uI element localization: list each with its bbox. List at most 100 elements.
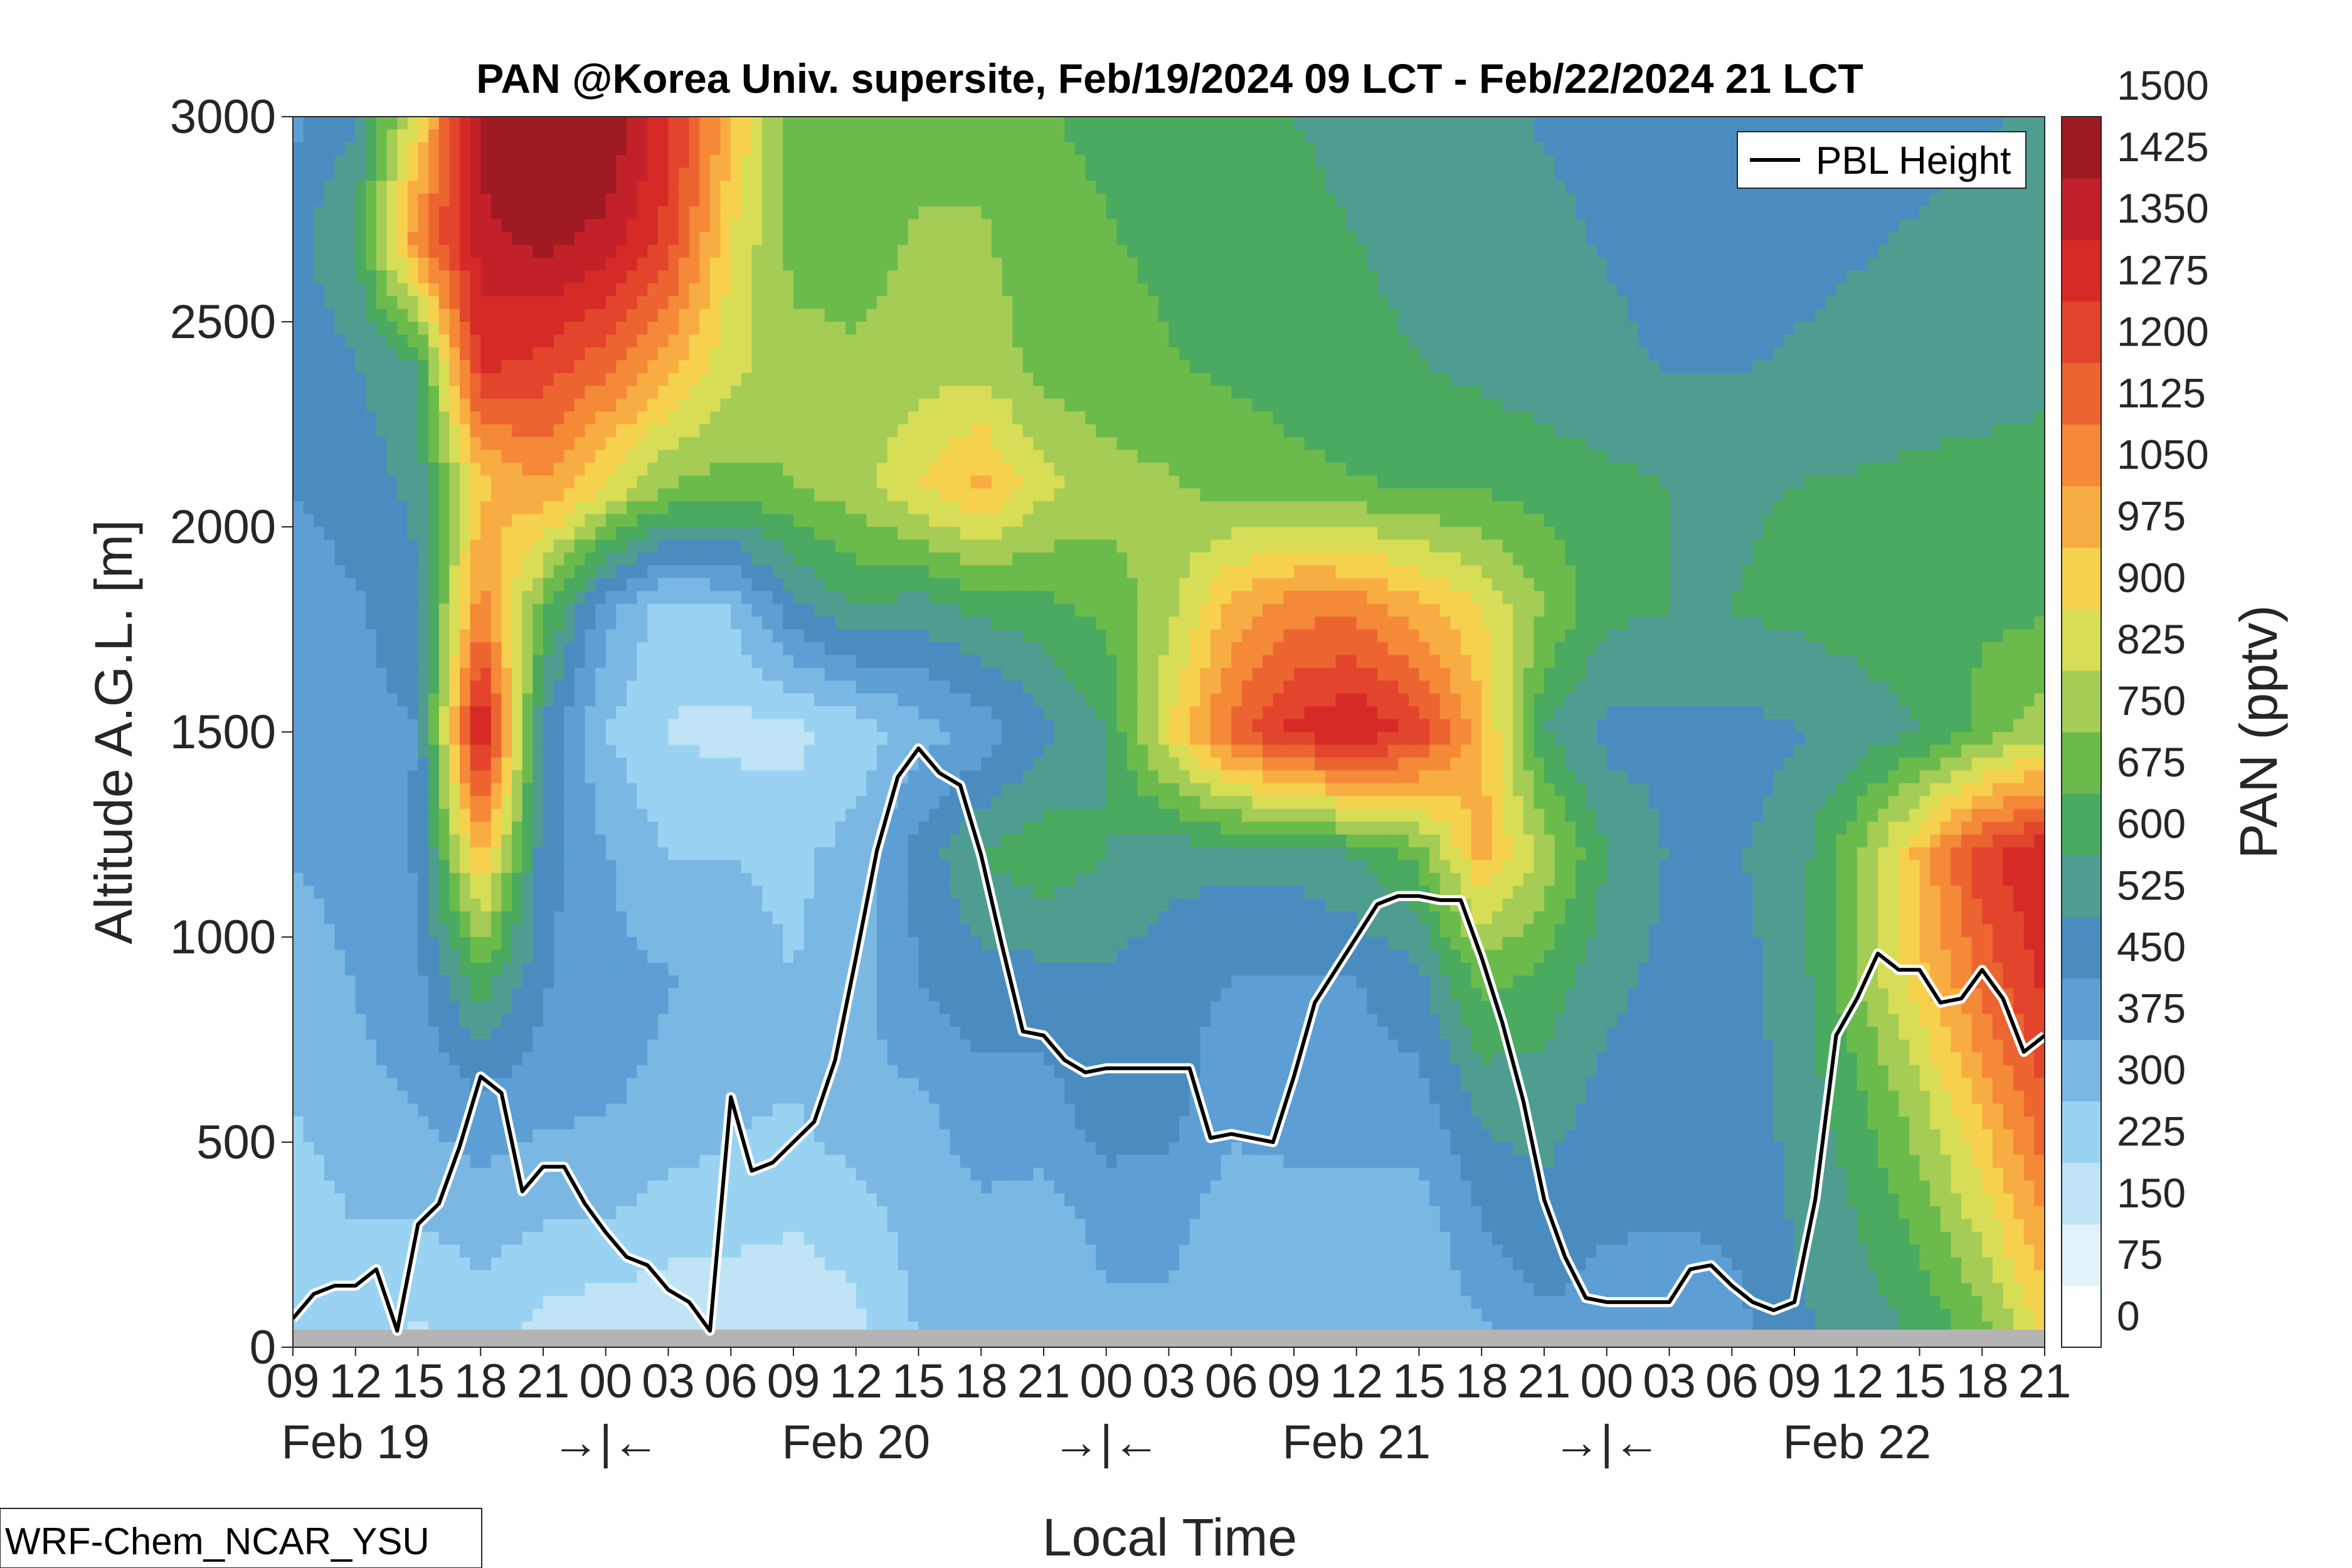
field-cell [1127,462,1138,477]
field-cell [1022,360,1034,374]
field-cell [376,117,388,130]
field-cell [1773,475,1785,489]
field-cell [1096,117,1107,130]
field-cell [1909,257,1920,272]
field-cell [397,257,408,272]
field-cell [1325,142,1337,156]
field-cell [564,167,575,181]
field-cell [428,322,440,336]
field-cell [1189,347,1201,361]
field-cell [845,347,857,361]
field-cell [1096,181,1107,194]
field-cell [1044,475,1055,489]
field-cell [1252,181,1263,194]
field-cell [1315,257,1326,272]
field-cell [1575,411,1587,425]
field-cell [564,257,575,272]
field-cell [490,231,502,246]
field-cell [877,334,888,348]
field-cell [1481,283,1493,297]
field-cell [1439,206,1451,220]
field-cell [1544,347,1555,361]
field-cell [751,181,763,194]
field-cell [1064,398,1076,412]
field-cell [657,437,669,451]
field-cell [1888,424,1900,438]
field-cell [1439,167,1451,181]
field-cell [1283,155,1295,169]
field-cell [1429,424,1441,438]
field-cell [1784,398,1795,412]
field-cell [1982,309,1993,322]
field-cell [1221,373,1232,386]
field-cell [668,231,679,246]
field-cell [345,270,356,284]
field-cell [1575,386,1587,400]
field-cell [553,283,565,297]
field-cell [480,347,492,361]
field-cell [490,283,502,297]
field-cell [1210,167,1222,181]
field-cell [1241,360,1253,374]
field-cell [1742,347,1754,361]
field-cell [762,360,773,374]
field-cell [1189,270,1201,284]
field-cell [814,155,825,169]
field-cell [1596,309,1608,322]
field-cell [1544,386,1555,400]
field-cell [1481,270,1493,284]
field-cell [1002,181,1013,194]
field-cell [1315,296,1326,310]
field-cell [428,167,440,181]
field-cell [553,462,565,477]
field-cell [564,245,575,258]
field-cell [1200,386,1211,400]
field-cell [1742,373,1754,386]
field-cell [1200,322,1211,336]
field-cell [1628,270,1639,284]
field-cell [1179,245,1190,258]
field-cell [293,309,304,322]
field-cell [835,437,846,451]
field-cell [1888,347,1900,361]
field-cell [866,309,877,322]
field-cell [898,334,909,348]
field-cell [1742,309,1754,322]
field-cell [1294,296,1305,310]
field-cell [293,488,304,502]
field-cell [1982,219,1993,233]
field-cell [689,360,701,374]
field-cell [720,398,732,412]
field-cell [1857,231,1868,246]
field-cell [793,437,805,451]
field-cell [1461,347,1472,361]
field-cell [627,424,638,438]
field-cell [543,462,554,477]
field-cell [981,411,992,425]
field-cell [1033,206,1044,220]
field-cell [950,386,961,400]
field-cell [1179,181,1190,194]
field-cell [553,219,565,233]
field-cell [605,283,617,297]
field-cell [803,296,815,310]
field-cell [793,411,805,425]
field-cell [595,206,607,220]
field-cell [1565,129,1576,143]
field-cell [1106,411,1118,425]
field-cell [480,424,492,438]
field-cell [1711,475,1722,489]
field-cell [449,437,460,451]
field-cell [1825,322,1837,336]
field-cell [1450,373,1461,386]
field-cell [741,450,753,464]
field-cell [1700,219,1712,233]
field-cell [1179,488,1190,502]
field-cell [1951,373,1962,386]
field-cell [407,296,419,310]
field-cell [1867,398,1878,412]
field-cell [480,322,492,336]
field-cell [1846,360,1858,374]
field-cell [877,386,888,400]
field-cell [814,488,825,502]
